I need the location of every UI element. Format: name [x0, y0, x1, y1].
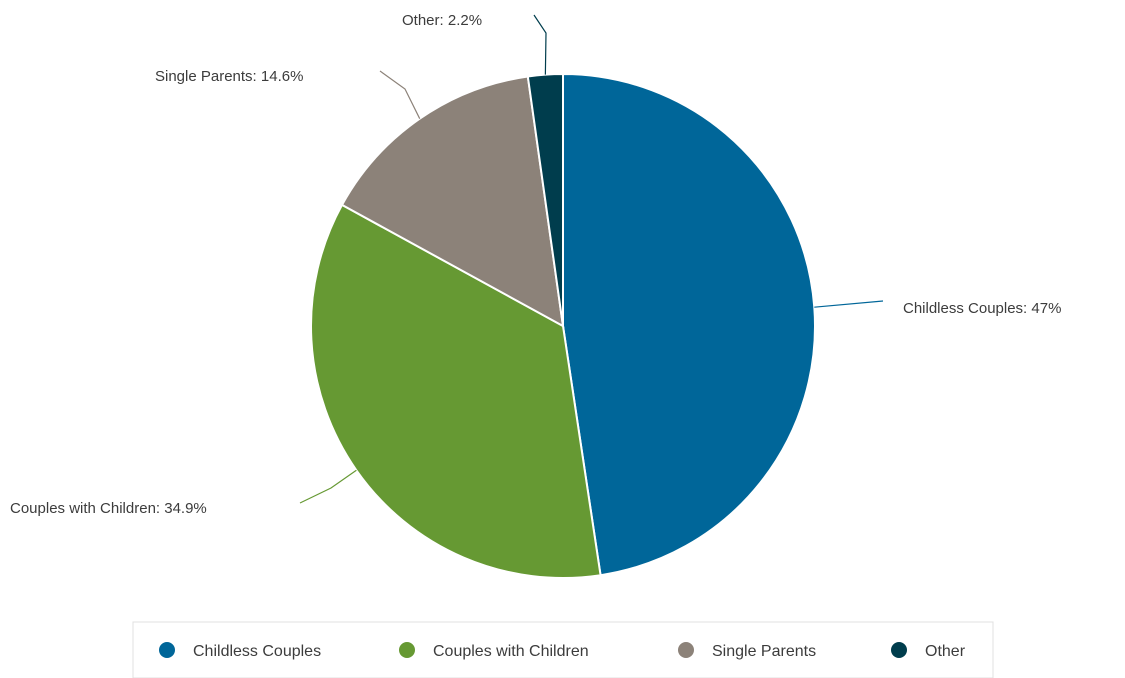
legend-marker	[678, 642, 694, 658]
legend-label: Couples with Children	[433, 643, 589, 660]
slice-label-childless-couples: Childless Couples: 47%	[903, 300, 1061, 317]
legend-label: Single Parents	[712, 643, 816, 660]
legend-label: Childless Couples	[193, 643, 321, 660]
slice-label-other: Other: 2.2%	[402, 12, 482, 29]
pie-slice-couples-with-children[interactable]	[310, 203, 602, 579]
connector-single-parents	[379, 70, 421, 119]
legend-marker	[159, 642, 175, 658]
connector-childless-couples	[814, 300, 884, 308]
legend-item-childless-couples[interactable]: Childless Couples	[159, 642, 321, 660]
pie-slice-other[interactable]	[526, 72, 564, 327]
pie-slice-single-parents[interactable]	[340, 75, 565, 328]
legend-marker	[399, 642, 415, 658]
label-connectors	[299, 14, 884, 504]
connector-other	[533, 14, 547, 75]
legend-marker	[891, 642, 907, 658]
connector-couples-with-children	[299, 469, 357, 504]
pie-slices	[310, 72, 816, 579]
slice-label-single-parents: Single Parents: 14.6%	[155, 68, 303, 85]
legend-item-couples-with-children[interactable]: Couples with Children	[399, 642, 589, 660]
legend: Childless Couples Couples with Children Si…	[132, 621, 994, 678]
slice-label-couples-with-children: Couples with Children: 34.9%	[10, 500, 207, 517]
legend-item-other[interactable]: Other	[891, 642, 966, 660]
slice-labels: Childless Couples: 47% Couples with Child…	[10, 12, 1061, 517]
legend-box	[132, 621, 994, 678]
legend-label: Other	[925, 643, 966, 660]
pie-slice-childless-couples[interactable]	[562, 72, 816, 577]
legend-item-single-parents[interactable]: Single Parents	[678, 642, 816, 660]
